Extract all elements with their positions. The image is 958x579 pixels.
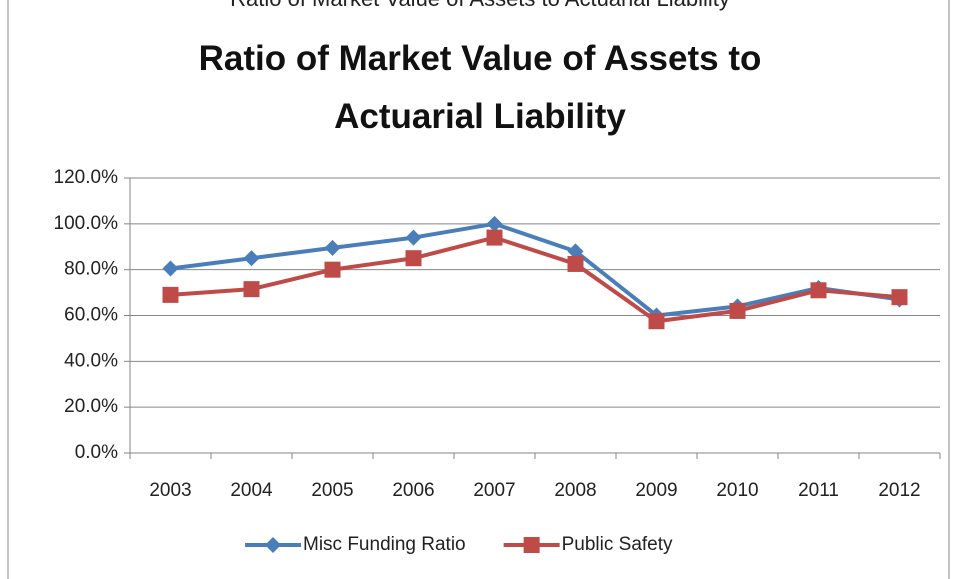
marker: [523, 537, 540, 553]
x-tick-label: 2009: [635, 480, 677, 501]
marker: [162, 260, 179, 277]
marker: [405, 250, 422, 267]
x-tick-label: 2011: [798, 480, 839, 501]
y-tick-label: 20.0%: [64, 396, 118, 417]
marker: [486, 229, 503, 246]
marker: [405, 229, 422, 246]
x-tick-label: 2008: [554, 480, 596, 501]
chart-border: [7, 0, 950, 579]
x-tick-label: 2006: [392, 480, 434, 501]
caption: Ratio of Market Value of Assets to Actua…: [230, 0, 730, 11]
x-tick-label: 2007: [473, 480, 515, 501]
y-tick-label: 60.0%: [64, 305, 118, 326]
series-line: [170, 235, 900, 324]
y-tick-label: 80.0%: [64, 259, 118, 280]
legend-label: Public Safety: [562, 534, 673, 555]
marker: [243, 250, 260, 267]
marker: [324, 261, 341, 278]
title-box: Ratio of Market Value of Assets to Actua…: [198, 39, 762, 136]
y-tick-label: 40.0%: [64, 350, 118, 371]
marker: [729, 302, 746, 319]
series-line: [170, 221, 900, 318]
marker: [648, 313, 665, 330]
marker: [265, 537, 281, 553]
marker: [891, 289, 908, 306]
y-tick-label: 100.0%: [54, 213, 119, 234]
x-tick-label: 2010: [716, 480, 758, 501]
chart-title: Ratio of Market Value of Assets to Actua…: [198, 39, 762, 136]
y-tick-label: 0.0%: [75, 442, 118, 463]
marker: [486, 215, 503, 232]
marker: [324, 239, 341, 256]
marker: [243, 281, 260, 298]
marker: [567, 255, 584, 272]
x-tick-label: 2004: [230, 480, 273, 501]
x-tick-label: 2005: [311, 480, 353, 501]
x-tick-label: 2003: [149, 480, 191, 501]
legend-label: Misc Funding Ratio: [303, 534, 466, 555]
marker: [810, 282, 827, 299]
marker: [567, 243, 584, 260]
x-tick-label: 2012: [878, 480, 920, 501]
marker: [162, 286, 179, 303]
y-tick-label: 120.0%: [54, 167, 119, 188]
